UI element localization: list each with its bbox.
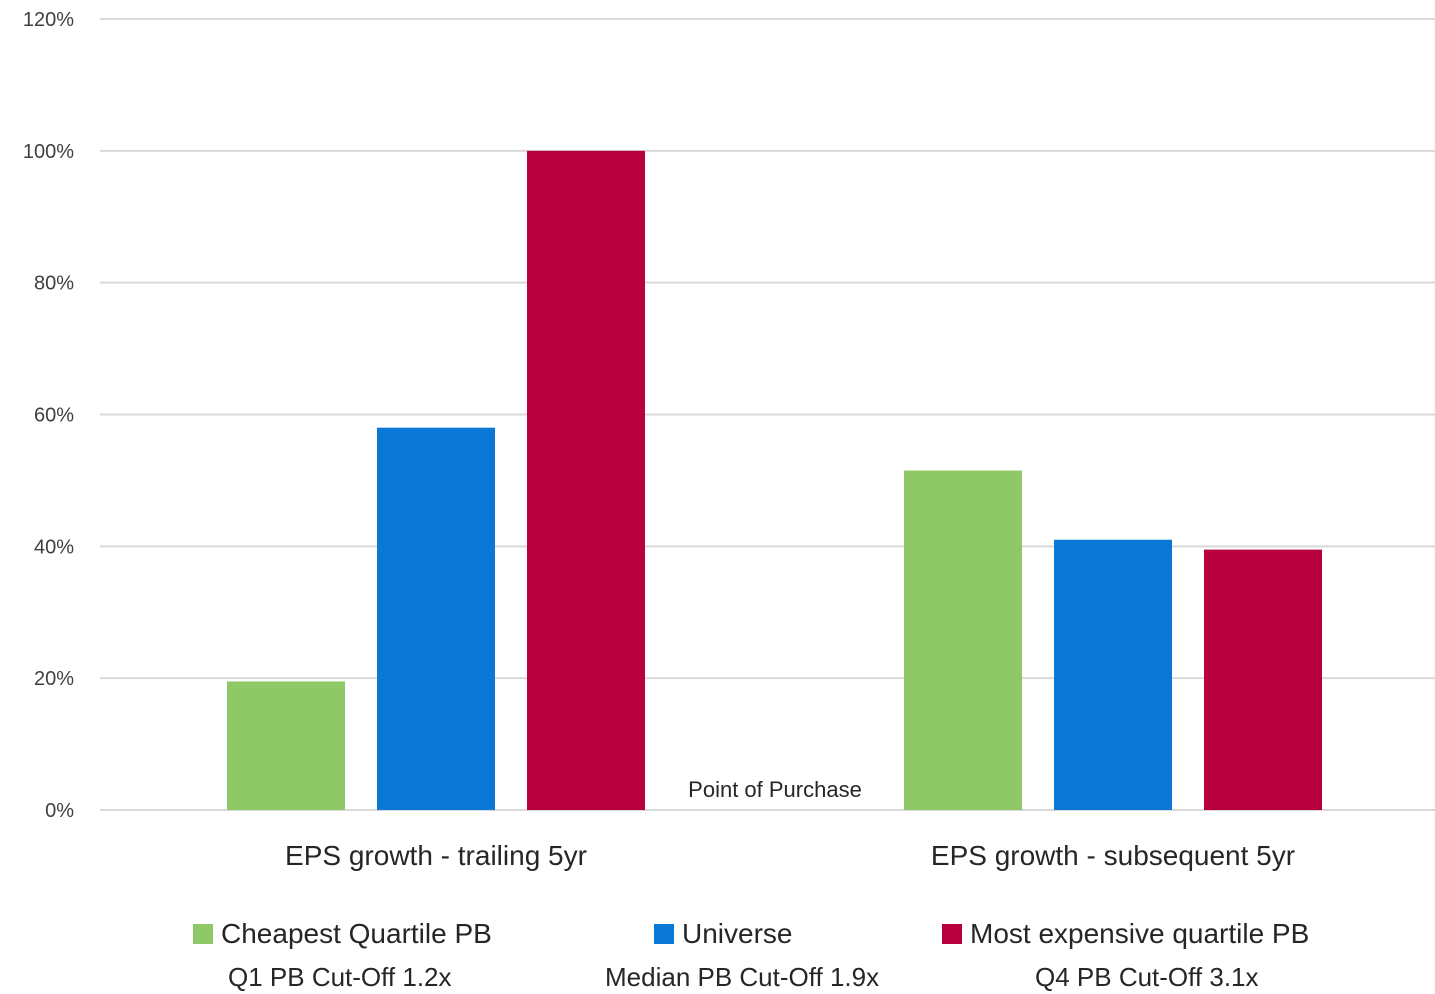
- y-tick-label: 60%: [34, 405, 74, 427]
- bar-0-0: [227, 681, 345, 810]
- y-tick-label: 40%: [34, 536, 74, 558]
- category-labels: EPS growth - trailing 5yr EPS growth - su…: [285, 840, 1295, 871]
- point-of-purchase-annotation: Point of Purchase: [688, 777, 862, 802]
- legend-label-cheapest: Cheapest Quartile PB: [221, 918, 492, 949]
- legend-item-expensive: Most expensive quartile PB: [942, 918, 1309, 950]
- y-axis-ticks: 0% 20% 40% 60% 80% 100% 120%: [23, 9, 74, 822]
- y-tick-label: 20%: [34, 668, 74, 690]
- bar-2-0: [527, 150, 645, 811]
- legend-label-expensive: Most expensive quartile PB: [970, 918, 1310, 949]
- bar-2-1: [1204, 549, 1322, 810]
- bar-0-1: [904, 470, 1022, 810]
- legend-sub-expensive: Q4 PB Cut-Off 3.1x: [1035, 962, 1259, 992]
- legend-item-universe: Universe: [654, 918, 792, 950]
- legend-swatch-universe: [654, 924, 674, 944]
- legend-sub-universe: Median PB Cut-Off 1.9x: [605, 962, 880, 992]
- gridlines: [100, 18, 1435, 811]
- bar-1-0: [377, 427, 495, 810]
- bars: [227, 150, 1322, 811]
- legend: Cheapest Quartile PB Universe Most expen…: [0, 912, 1435, 994]
- category-label: EPS growth - trailing 5yr: [285, 840, 587, 871]
- bar-1-1: [1054, 539, 1172, 810]
- legend-item-cheapest: Cheapest Quartile PB: [193, 918, 492, 950]
- y-tick-label: 100%: [23, 141, 74, 163]
- legend-swatch-expensive: [942, 924, 962, 944]
- legend-swatch-cheapest: [193, 924, 213, 944]
- y-tick-label: 80%: [34, 273, 74, 295]
- category-label: EPS growth - subsequent 5yr: [931, 840, 1295, 871]
- legend-sub-cheapest: Q1 PB Cut-Off 1.2x: [228, 962, 452, 992]
- legend-label-universe: Universe: [682, 918, 793, 949]
- y-tick-label: 0%: [45, 800, 74, 822]
- y-tick-label: 120%: [23, 9, 74, 31]
